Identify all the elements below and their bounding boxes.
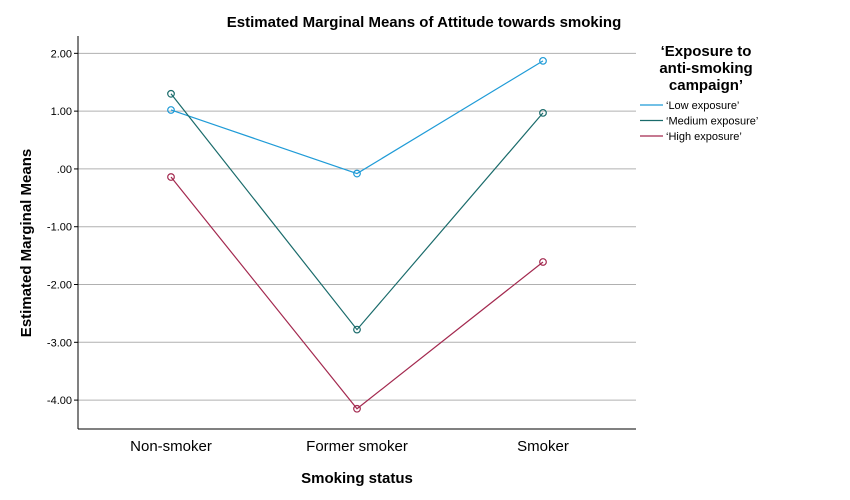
y-tick-label: -2.00 [47,280,72,292]
chart-title: Estimated Marginal Means of Attitude tow… [227,14,622,31]
y-tick-label: -4.00 [47,395,72,407]
legend-label: ‘Low exposure’ [666,100,739,112]
data-point [539,56,547,65]
y-tick-labels: 2.00 1.00 .00 -1.00 -2.00 -3.00 -4.00 [47,48,72,407]
legend-label: ‘Medium exposure’ [666,116,758,128]
y-tick-label: 1.00 [51,106,72,118]
data-point [167,89,175,98]
y-tick-label: -3.00 [47,337,72,349]
legend-title-line-2: anti-smoking [659,60,752,77]
y-axis-title: Estimated Marginal Means [18,149,35,337]
grid-lines [78,52,636,401]
y-tick-label: -1.00 [47,222,72,234]
legend: ‘Exposure to anti-smoking campaign’ ‘Low… [640,43,758,143]
x-axis-title: Smoking status [301,470,413,487]
data-point [539,258,547,266]
y-tick-label: .00 [57,164,72,176]
series-line [170,176,544,410]
series-line [170,93,544,331]
legend-items: ‘Low exposure’ ‘Medium exposure’ ‘High exp… [640,100,758,143]
data-point [167,173,175,181]
series-points [167,56,547,413]
data-point [167,106,175,114]
legend-title-line-3: campaign’ [669,77,743,94]
series-lines [170,60,544,410]
series-line [170,60,544,175]
legend-title-line-1: ‘Exposure to [661,43,752,60]
data-point [353,404,361,413]
x-tick-label: Smoker [517,438,569,455]
data-point [539,108,547,117]
data-point [353,169,361,178]
axes [74,36,636,430]
x-tick-label: Former smoker [306,438,408,455]
legend-label: ‘High exposure’ [666,131,742,143]
x-tick-labels: Non-smoker Former smoker Smoker [130,438,569,455]
x-tick-label: Non-smoker [130,438,212,455]
data-point [353,325,361,334]
y-tick-label: 2.00 [51,48,72,60]
